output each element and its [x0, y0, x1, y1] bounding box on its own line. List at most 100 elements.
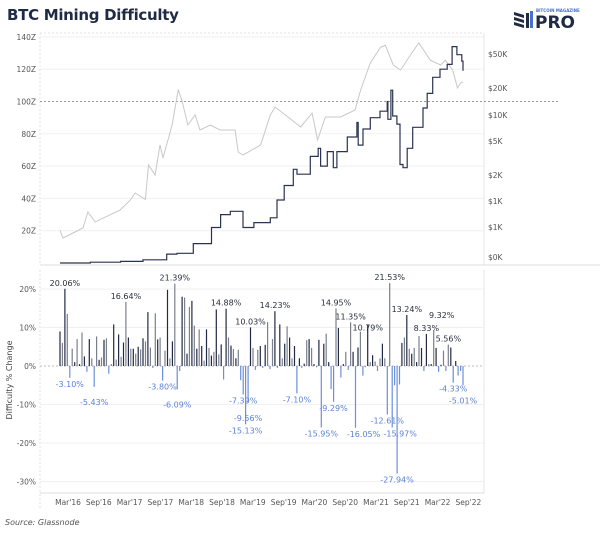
difficulty-change-bar	[450, 347, 452, 366]
difficulty-change-bar	[364, 366, 366, 368]
difficulty-change-bar	[416, 362, 418, 366]
difficulty-change-bar	[235, 358, 237, 366]
difficulty-change-bar	[198, 329, 200, 366]
x-tick-label: Mar'22	[425, 498, 451, 507]
difficulty-change-bar	[83, 356, 85, 366]
difficulty-change-bar	[347, 366, 349, 370]
bar-annotation: -15.97%	[383, 429, 417, 438]
difficulty-change-bar	[96, 336, 98, 366]
difficulty-change-bar	[406, 315, 408, 366]
difficulty-change-bar	[396, 366, 398, 474]
difficulty-change-bar	[420, 347, 423, 366]
difficulty-change-bar	[93, 366, 95, 387]
difficulty-change-bar	[340, 366, 342, 378]
difficulty-change-bar	[152, 366, 154, 368]
difficulty-change-bar	[440, 364, 442, 366]
left-tick-label: 120Z	[17, 65, 36, 74]
y-tick-label: -30%	[17, 478, 36, 487]
difficulty-change-bar	[105, 338, 107, 366]
y-tick-label: 10%	[19, 324, 36, 333]
difficulty-change-bar	[223, 366, 225, 380]
difficulty-change-bar	[423, 366, 425, 371]
difficulty-change-bar	[438, 366, 440, 372]
difficulty-change-bar	[61, 342, 63, 366]
difficulty-change-bar	[245, 366, 247, 425]
difficulty-change-bar	[328, 362, 330, 366]
difficulty-change-bar	[354, 366, 357, 428]
difficulty-change-bar	[298, 358, 300, 366]
difficulty-change-bar	[164, 350, 166, 366]
y-tick-label: 20%	[19, 285, 36, 294]
difficulty-change-bar	[320, 366, 322, 428]
difficulty-change-bar	[108, 366, 110, 374]
difficulty-change-bar	[372, 355, 374, 366]
difficulty-change-bar	[188, 307, 190, 366]
difficulty-change-bar	[142, 338, 144, 366]
difficulty-change-bar	[88, 339, 90, 366]
difficulty-change-bar	[71, 348, 73, 366]
x-tick-label: Mar'20	[302, 498, 328, 507]
difficulty-change-bar	[435, 347, 437, 366]
difficulty-change-bar	[384, 358, 386, 366]
difficulty-change-bar	[191, 300, 193, 366]
difficulty-change-bar	[162, 366, 164, 381]
difficulty-change-bar	[274, 311, 276, 366]
difficulty-change-bar	[279, 324, 281, 366]
x-tick-label: Sep'16	[86, 498, 112, 507]
difficulty-change-bar	[289, 337, 291, 366]
x-tick-label: Sep'22	[456, 498, 482, 507]
right-tick-label: $1K	[488, 197, 504, 206]
x-tick-label: Sep'19	[271, 498, 297, 507]
difficulty-change-bar	[335, 308, 337, 366]
difficulty-change-bar	[184, 297, 186, 366]
difficulty-change-bar	[352, 351, 354, 366]
y-tick-label: -10%	[17, 401, 36, 410]
difficulty-line	[60, 46, 464, 264]
y-tick-label: 0%	[24, 362, 36, 371]
bar-annotation: 21.53%	[374, 273, 405, 282]
right-tick-label: $20K	[488, 84, 508, 93]
difficulty-change-bar	[242, 366, 244, 395]
difficulty-change-bar	[386, 366, 388, 415]
difficulty-change-bar	[284, 343, 286, 366]
difficulty-change-bar	[301, 366, 303, 368]
difficulty-change-bar	[201, 346, 203, 366]
difficulty-change-bar	[130, 348, 132, 366]
difficulty-change-bar	[193, 325, 195, 366]
bar-annotation: 20.06%	[50, 279, 81, 288]
difficulty-change-bar	[149, 347, 151, 366]
difficulty-change-bar	[249, 327, 252, 366]
difficulty-change-bar	[181, 296, 183, 366]
difficulty-change-bar	[359, 331, 361, 366]
bar-annotation: 14.95%	[321, 298, 352, 307]
difficulty-change-bar	[186, 353, 188, 366]
difficulty-change-bar	[311, 347, 313, 366]
difficulty-change-bar	[127, 337, 129, 366]
difficulty-change-bar	[389, 283, 391, 366]
difficulty-change-bar	[413, 347, 415, 366]
difficulty-change-bar	[100, 357, 103, 366]
difficulty-change-bar	[232, 349, 234, 366]
difficulty-change-bar	[428, 364, 430, 366]
difficulty-change-bar	[403, 337, 405, 366]
difficulty-change-bar	[225, 308, 227, 366]
difficulty-change-bar	[174, 283, 176, 366]
difficulty-change-bar	[210, 355, 212, 366]
difficulty-change-bar	[230, 345, 232, 366]
difficulty-change-bar	[330, 366, 332, 390]
difficulty-change-bar	[447, 344, 449, 366]
bar-annotation: -6.09%	[163, 400, 192, 409]
difficulty-change-bar	[323, 343, 325, 366]
difficulty-change-bar	[81, 332, 83, 366]
chart-title: BTC Mining Difficulty	[7, 6, 179, 24]
logo-small-text: BITCOIN MAGAZINE	[536, 8, 580, 13]
difficulty-change-bar	[325, 333, 327, 366]
difficulty-change-bar	[303, 363, 305, 366]
difficulty-change-bar	[452, 366, 454, 383]
difficulty-change-bar	[374, 361, 376, 366]
difficulty-change-bar	[379, 358, 381, 366]
difficulty-change-bar	[293, 346, 296, 366]
right-tick-label: $50K	[488, 50, 508, 59]
bitcoin-magazine-pro-logo: BITCOIN MAGAZINE PRO	[514, 8, 580, 30]
difficulty-change-bar	[132, 348, 134, 366]
